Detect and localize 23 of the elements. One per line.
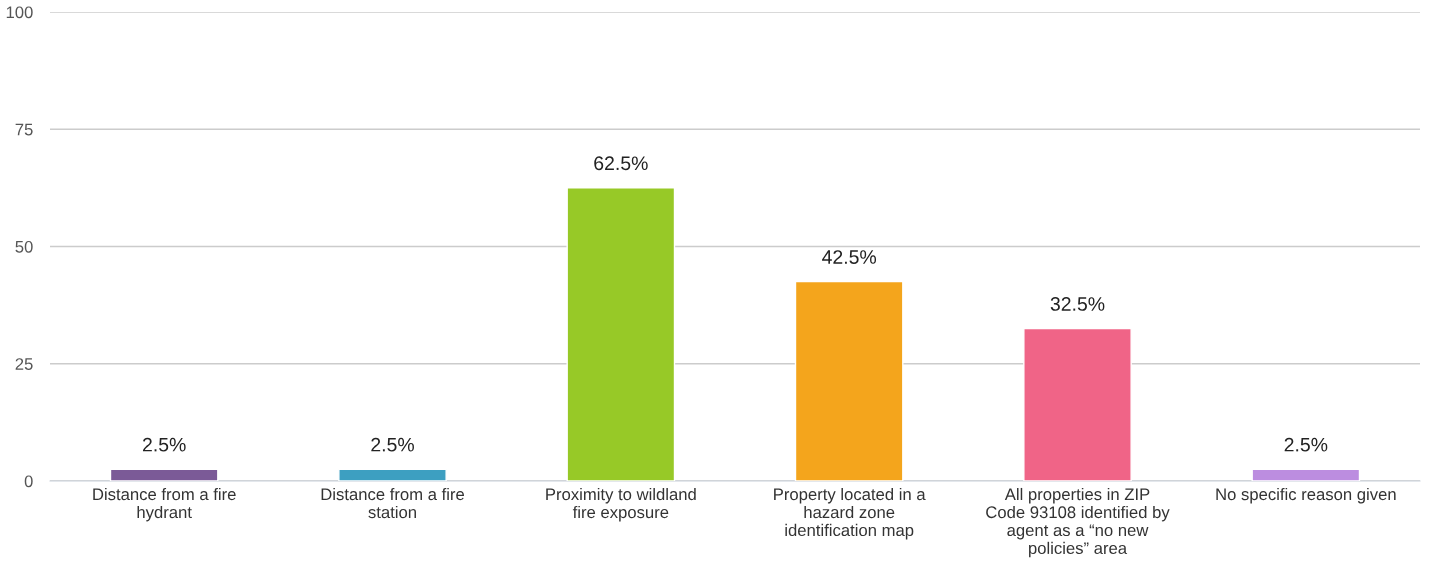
bar [109,468,219,481]
bar [566,187,676,481]
x-tick-label: No specific reason given [1216,487,1396,504]
data-label: 2.5% [371,437,414,452]
data-label: 2.5% [1284,437,1328,452]
x-tick-label: Property located in a hazard zone identification map [774,487,926,540]
data-label: 32.5% [1050,297,1105,311]
x-tick-label: Proximity to wildland fire exposure [546,487,696,522]
y-tick-label: 50 [15,240,33,253]
x-tick-label: Distance from a fire station [321,487,465,519]
bar [794,280,904,481]
bar [1023,327,1132,481]
data-label: 42.5% [822,250,877,264]
data-label: 2.5% [142,437,186,452]
bar [1251,468,1361,481]
y-tick-label: 100 [6,6,33,19]
y-tick-label: 0 [24,475,33,488]
y-tick-label: 25 [15,358,33,370]
x-tick-label: Distance from a fire hydrant [93,487,236,522]
data-label: 62.5% [594,156,648,171]
x-tick-label: All properties in ZIP Code 93108 identified by agent as a “no new policies” area [986,487,1170,558]
y-tick-label: 75 [15,123,33,136]
bar [338,468,447,481]
